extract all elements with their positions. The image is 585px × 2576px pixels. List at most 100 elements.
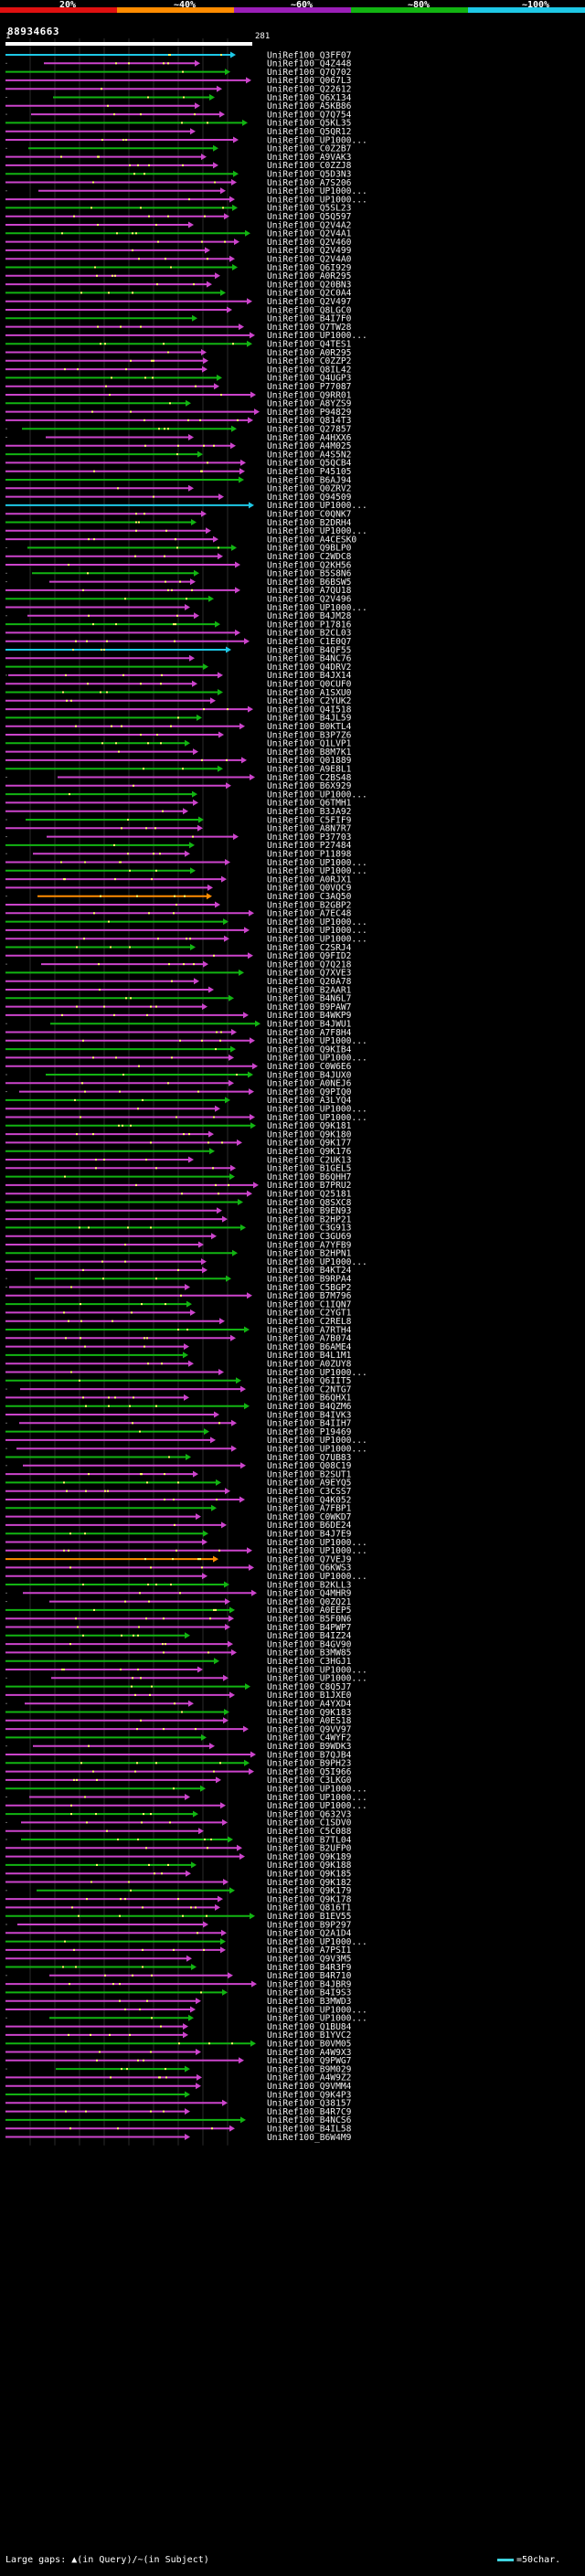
hit-accession[interactable]: UniRef100_C0ZZJ8 xyxy=(267,161,352,171)
hit-accession[interactable]: UniRef100_B4I7F0 xyxy=(267,314,352,324)
hit-accession[interactable]: UniRef100_B8M7K1 xyxy=(267,747,352,758)
hit-accession[interactable]: UniRef100_C2YUK2 xyxy=(267,696,351,706)
hit-accession[interactable]: UniRef100_B7PRU2 xyxy=(267,1181,351,1191)
hit-accession[interactable]: UniRef100_UP1000... xyxy=(267,195,367,205)
hit-accession[interactable]: UniRef100_Q5KL35 xyxy=(267,119,351,129)
hit-accession[interactable]: UniRef100_C2BS48 xyxy=(267,773,352,783)
hit-accession[interactable]: UniRef100_P45105 xyxy=(267,467,351,477)
hit-accession[interactable]: UniRef100_A7EC48 xyxy=(267,909,352,919)
hit-accession[interactable]: UniRef100_UP1000... xyxy=(267,1793,367,1803)
hit-accession[interactable]: UniRef100_UP1000... xyxy=(267,2005,367,2015)
hit-accession[interactable]: UniRef100_Q7UB83 xyxy=(267,1453,352,1463)
hit-accession[interactable]: UniRef100_Q9FID2 xyxy=(267,951,351,961)
hit-accession[interactable]: UniRef100_Q9K177 xyxy=(267,1139,352,1149)
hit-accession[interactable]: UniRef100_B0VM05 xyxy=(267,2040,351,2050)
hit-accession[interactable]: UniRef100_UP1000... xyxy=(267,1105,367,1115)
hit-accession[interactable]: UniRef100_Q7TW28 xyxy=(267,323,352,333)
hit-accession[interactable]: UniRef100_UP1000... xyxy=(267,1436,367,1446)
hit-accession[interactable]: UniRef100_Q2V497 xyxy=(267,297,352,307)
hit-accession[interactable]: UniRef100_Q4MHR9 xyxy=(267,1589,352,1599)
hit-accession[interactable]: UniRef100_C2YGT1 xyxy=(267,1309,352,1319)
hit-accession[interactable]: UniRef100_C3G913 xyxy=(267,1224,352,1234)
hit-accession[interactable]: UniRef100_UP1000... xyxy=(267,1113,367,1123)
hit-accession[interactable]: UniRef100_A4W9Z2 xyxy=(267,2073,351,2083)
hit-accession[interactable]: UniRef100_B0KTL4 xyxy=(267,722,352,732)
hit-accession[interactable]: UniRef100_A7B074 xyxy=(267,1334,352,1344)
hit-accession[interactable]: UniRef100_B6QHX1 xyxy=(267,1394,352,1404)
hit-accession[interactable]: UniRef100_Q9VMM4 xyxy=(267,2082,352,2092)
hit-accession[interactable]: UniRef100_B7QJB4 xyxy=(267,1750,352,1760)
hit-accession[interactable]: UniRef100_C0ZZP2 xyxy=(267,356,351,366)
hit-accession[interactable]: UniRef100_UP1000... xyxy=(267,1257,367,1267)
hit-accession[interactable]: UniRef100_A8YZS9 xyxy=(267,399,352,409)
hit-accession[interactable]: UniRef100_B4IZ24 xyxy=(267,1631,352,1641)
hit-accession[interactable]: UniRef100_Q4K052 xyxy=(267,1495,351,1505)
hit-accession[interactable]: UniRef100_Q9K185 xyxy=(267,1870,351,1880)
hit-accession[interactable]: UniRef100_C3HGJ1 xyxy=(267,1657,352,1667)
hit-accession[interactable]: UniRef100_Q6TMH1 xyxy=(267,799,352,809)
hit-accession[interactable]: UniRef100_A7YFB9 xyxy=(267,1240,352,1250)
hit-accession[interactable]: UniRef100_Q08C19 xyxy=(267,1461,352,1471)
hit-accession[interactable]: UniRef100_B3JA92 xyxy=(267,807,351,817)
hit-accession[interactable]: UniRef100_UP1000... xyxy=(267,1801,367,1811)
hit-accession[interactable]: UniRef100_B3P7Z6 xyxy=(267,730,352,740)
hit-accession[interactable]: UniRef100_Q4Z448 xyxy=(267,59,352,69)
hit-accession[interactable]: UniRef100_A4YXD4 xyxy=(267,1700,352,1710)
hit-accession[interactable]: UniRef100_Q6X134 xyxy=(267,93,352,103)
hit-accession[interactable]: UniRef100_Q9K189 xyxy=(267,1852,352,1862)
hit-accession[interactable]: UniRef100_Q9K4P3 xyxy=(267,2090,352,2100)
hit-accession[interactable]: UniRef100_B9RPA4 xyxy=(267,1275,352,1285)
hit-accession[interactable]: UniRef100_UP1000... xyxy=(267,1937,367,1947)
hit-accession[interactable]: UniRef100_B6DE24 xyxy=(267,1521,352,1531)
hit-accession[interactable]: UniRef100_Q9PWG7 xyxy=(267,2056,352,2066)
hit-accession[interactable]: UniRef100_Q7Q702 xyxy=(267,68,351,78)
hit-accession[interactable]: UniRef100_C3GU69 xyxy=(267,1232,352,1242)
hit-accession[interactable]: UniRef100_B4N6L7 xyxy=(267,994,352,1004)
hit-accession[interactable]: UniRef100_UP1000... xyxy=(267,1665,367,1675)
hit-accession[interactable]: UniRef100_Q6IIT5 xyxy=(267,1376,351,1386)
hit-accession[interactable]: UniRef100_Q814T3 xyxy=(267,416,352,426)
hit-accession[interactable]: UniRef100_C8Q5J7 xyxy=(267,1682,352,1692)
hit-accession[interactable]: UniRef100_B4JWU1 xyxy=(267,1020,352,1030)
hit-accession[interactable]: UniRef100_B7M796 xyxy=(267,1291,352,1301)
hit-accession[interactable]: UniRef100_UP1000... xyxy=(267,1368,367,1378)
hit-accession[interactable]: UniRef100_Q3FF07 xyxy=(267,50,352,60)
hit-accession[interactable]: UniRef100_Q5I966 xyxy=(267,1767,352,1777)
hit-accession[interactable]: UniRef100_A0NEJ6 xyxy=(267,1079,352,1089)
hit-accession[interactable]: UniRef100_B4NC76 xyxy=(267,654,352,664)
hit-accession[interactable]: UniRef100_B9M029 xyxy=(267,2064,352,2074)
hit-accession[interactable]: UniRef100_Q1BU84 xyxy=(267,2022,352,2032)
hit-accession[interactable]: UniRef100_P19469 xyxy=(267,1427,352,1437)
hit-accession[interactable]: UniRef100_C2REL8 xyxy=(267,1317,352,1327)
hit-accession[interactable]: UniRef100_UP1000... xyxy=(267,917,367,928)
hit-accession[interactable]: UniRef100_B4QZM6 xyxy=(267,1402,352,1412)
hit-accession[interactable]: UniRef100_B4JM28 xyxy=(267,611,352,621)
hit-accession[interactable]: UniRef100_Q4TES1 xyxy=(267,340,352,350)
hit-accession[interactable]: UniRef100_A1SXU0 xyxy=(267,688,352,698)
hit-accession[interactable]: UniRef100_C0QNK7 xyxy=(267,510,352,520)
hit-accession[interactable]: UniRef100_B3MWD3 xyxy=(267,1997,352,2007)
hit-accession[interactable]: UniRef100_B4R3F9 xyxy=(267,1963,352,1973)
hit-accession[interactable]: UniRef100_A9VAK3 xyxy=(267,153,352,163)
hit-accession[interactable]: UniRef100_B4R710 xyxy=(267,1971,352,1981)
hit-accession[interactable]: UniRef100_Q9K188 xyxy=(267,1860,352,1871)
hit-accession[interactable]: UniRef100_B4IIH7 xyxy=(267,1419,352,1429)
hit-accession[interactable]: UniRef100_C5C088 xyxy=(267,1827,352,1837)
hit-accession[interactable]: UniRef100_A4M025 xyxy=(267,441,351,451)
hit-accession[interactable]: UniRef100_Q9V3M5 xyxy=(267,1955,351,1965)
hit-accession[interactable]: UniRef100_A7S206 xyxy=(267,178,352,188)
hit-accession[interactable]: UniRef100_Q8LGC0 xyxy=(267,305,352,315)
hit-accession[interactable]: UniRef100_B4L1M1 xyxy=(267,1351,352,1361)
hit-accession[interactable]: UniRef100_B9PH23 xyxy=(267,1759,352,1769)
hit-accession[interactable]: UniRef100_Q9K183 xyxy=(267,1708,352,1718)
hit-accession[interactable]: UniRef100_A7FBP1 xyxy=(267,1504,352,1514)
hit-accession[interactable]: UniRef100_B4J7E9 xyxy=(267,1530,352,1540)
hit-accession[interactable]: UniRef100_B7TL04 xyxy=(267,1835,352,1845)
hit-accession[interactable]: UniRef100_Q2V460 xyxy=(267,238,352,248)
hit-accession[interactable]: UniRef100_C0W6E6 xyxy=(267,1062,352,1072)
hit-accession[interactable]: UniRef100_B2HP21 xyxy=(267,1214,352,1224)
hit-accession[interactable]: UniRef100_A0ZUY8 xyxy=(267,1360,352,1370)
hit-accession[interactable]: UniRef100_Q2A1D4 xyxy=(267,1929,352,1939)
hit-accession[interactable]: UniRef100_A7QU18 xyxy=(267,586,352,596)
hit-accession[interactable]: UniRef100_B4JX14 xyxy=(267,671,352,681)
